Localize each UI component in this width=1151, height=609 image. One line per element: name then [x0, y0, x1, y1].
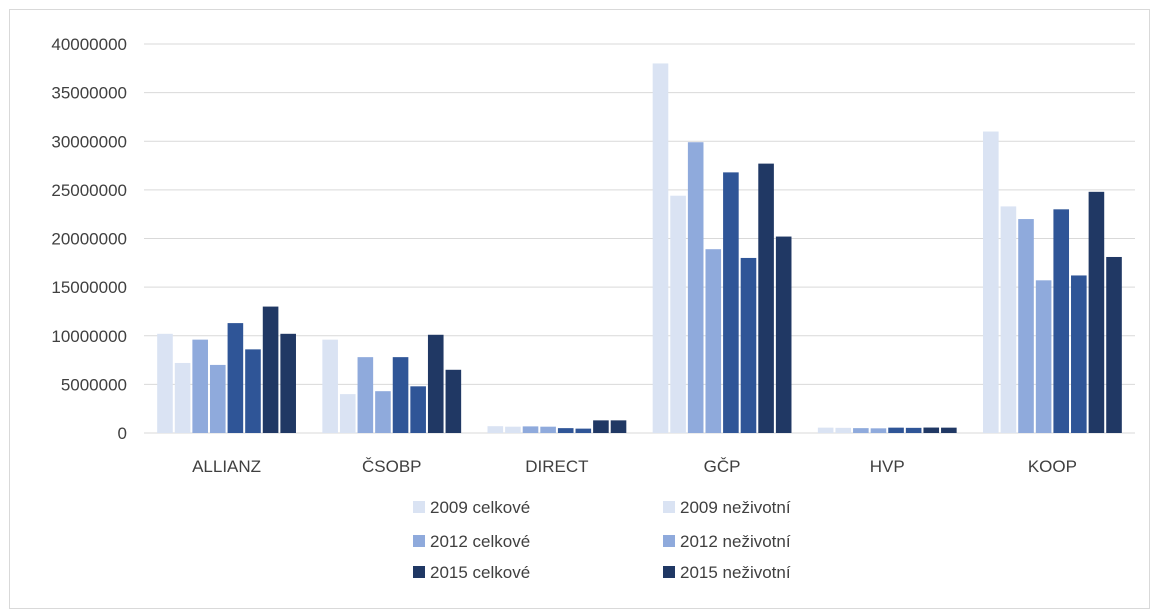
- bar: [610, 420, 627, 433]
- bar: [870, 428, 887, 433]
- legend-swatch: [663, 501, 675, 513]
- legend-swatch: [663, 566, 675, 578]
- bar: [540, 426, 556, 433]
- bar: [888, 427, 904, 433]
- y-tick-label: 15000000: [51, 278, 127, 297]
- legend-item: 2009 neživotní: [663, 498, 791, 517]
- legend-swatch: [413, 501, 425, 513]
- bar: [652, 63, 669, 433]
- bar: [322, 339, 338, 433]
- bar: [410, 386, 426, 433]
- legend-label: 2009 celkové: [430, 498, 530, 517]
- legend-label: 2009 neživotní: [680, 498, 791, 517]
- y-tick-label: 25000000: [51, 181, 127, 200]
- y-tick-label: 5000000: [61, 375, 127, 394]
- legend: 2009 celkové 2009 neživotní 2012 celkové 20…: [413, 498, 791, 582]
- bar: [209, 364, 226, 433]
- legend-item: 2012 neživotní: [663, 532, 791, 551]
- y-axis-tick-labels: 0 5000000 10000000 15000000 20000000 25000000…: [51, 35, 127, 443]
- bar: [983, 131, 999, 433]
- bar: [245, 349, 261, 433]
- bar-chart: 0 5000000 10000000 15000000 20000000 25000000…: [51, 35, 1135, 582]
- bar: [687, 142, 704, 433]
- y-tick-label: 40000000: [51, 35, 127, 54]
- y-tick-label: 10000000: [51, 327, 127, 346]
- x-tick-label: KOOP: [1028, 457, 1077, 476]
- legend-label: 2015 neživotní: [680, 563, 791, 582]
- bar: [835, 427, 852, 433]
- bar: [1000, 206, 1017, 433]
- chart-frame: [9, 9, 1150, 609]
- bar-layer: [157, 63, 1122, 433]
- x-tick-label: ALLIANZ: [192, 457, 261, 476]
- bar: [280, 333, 296, 433]
- bar: [905, 427, 922, 433]
- legend-swatch: [413, 535, 425, 547]
- legend-swatch: [663, 535, 675, 547]
- bar: [157, 333, 173, 433]
- legend-label: 2015 celkové: [430, 563, 530, 582]
- bar: [575, 428, 592, 433]
- bar: [227, 323, 244, 433]
- bar: [445, 369, 462, 433]
- legend-item: 2009 celkové: [413, 498, 530, 517]
- bar: [758, 163, 774, 433]
- y-tick-label: 0: [118, 424, 127, 443]
- x-tick-label: ČSOBP: [362, 457, 422, 476]
- bar: [427, 334, 444, 433]
- bar: [705, 249, 722, 433]
- bar: [557, 428, 574, 433]
- bar: [339, 394, 356, 433]
- bar: [357, 357, 374, 433]
- bar: [1071, 275, 1087, 433]
- bar: [817, 427, 834, 433]
- bar: [941, 427, 957, 433]
- bar: [505, 426, 521, 433]
- bar: [593, 420, 609, 433]
- legend-label: 2012 neživotní: [680, 532, 791, 551]
- legend-item: 2015 neživotní: [663, 563, 791, 582]
- bar: [775, 236, 792, 433]
- bar: [923, 427, 940, 433]
- legend-item: 2015 celkové: [413, 563, 530, 582]
- bar: [670, 195, 686, 433]
- x-tick-label: HVP: [870, 457, 905, 476]
- y-tick-label: 30000000: [51, 132, 127, 151]
- bar: [853, 428, 869, 433]
- bar: [375, 391, 391, 433]
- x-tick-label: DIRECT: [525, 457, 588, 476]
- bar: [1018, 219, 1034, 433]
- legend-item: 2012 celkové: [413, 532, 530, 551]
- bar: [1106, 256, 1122, 433]
- x-axis-category-labels: ALLIANZ ČSOBP DIRECT GČP HVP KOOP: [192, 457, 1077, 476]
- bar: [1035, 280, 1052, 433]
- bar: [487, 426, 504, 433]
- bar: [723, 172, 739, 433]
- bar: [262, 306, 279, 433]
- bar: [740, 257, 757, 433]
- bar: [174, 362, 191, 433]
- grid-layer: [144, 43, 1135, 434]
- y-tick-label: 35000000: [51, 84, 127, 103]
- legend-label: 2012 celkové: [430, 532, 530, 551]
- x-tick-label: GČP: [704, 457, 741, 476]
- y-tick-label: 20000000: [51, 230, 127, 249]
- bar: [1053, 209, 1070, 433]
- bar: [1088, 191, 1105, 433]
- bar: [392, 357, 409, 433]
- bar: [522, 426, 539, 433]
- bar: [192, 339, 208, 433]
- legend-swatch: [413, 566, 425, 578]
